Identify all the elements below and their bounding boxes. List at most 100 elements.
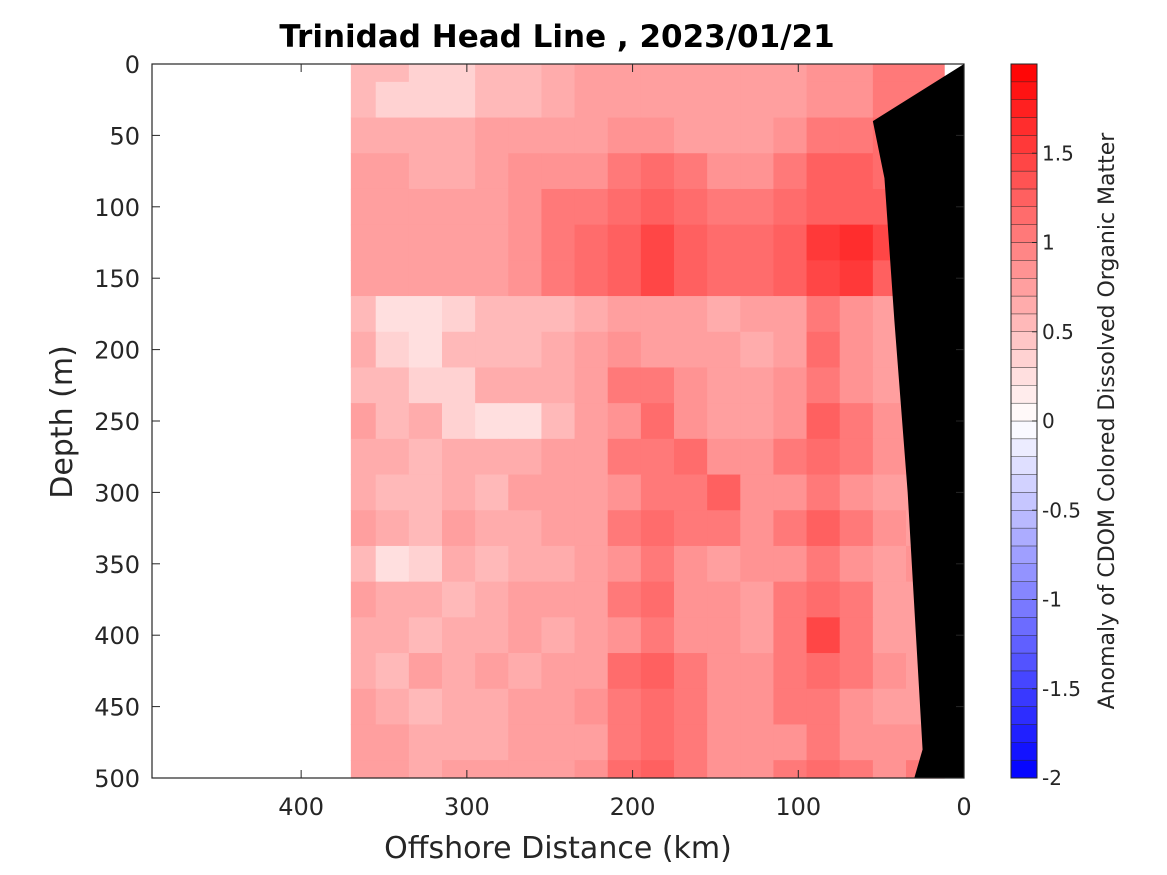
heatmap-cell xyxy=(773,545,808,583)
heatmap-cell xyxy=(674,153,708,190)
heatmap-cell xyxy=(350,81,377,119)
heatmap-cell xyxy=(707,296,741,333)
heatmap-cell xyxy=(607,296,642,333)
colorbar-level xyxy=(1010,474,1038,493)
heatmap-cell xyxy=(350,403,377,440)
heatmap-cell xyxy=(442,367,476,404)
heatmap-cell xyxy=(350,545,377,583)
y-axis-ticks: 0 50 100 150 200 250 300 350 400 450 500 xyxy=(94,51,964,793)
colorbar-level xyxy=(1010,206,1038,225)
colorbar-level xyxy=(1010,402,1038,422)
heatmap-cell xyxy=(475,81,509,119)
heatmap-cell xyxy=(350,64,377,83)
heatmap-cell xyxy=(773,760,808,779)
heatmap-cell xyxy=(607,688,642,726)
heatmap-cell xyxy=(640,117,675,154)
heatmap-cell xyxy=(574,296,609,333)
heatmap-cell xyxy=(607,724,642,761)
heatmap-cell xyxy=(508,688,543,726)
heatmap-cell xyxy=(408,153,443,190)
heatmap-cell xyxy=(574,403,609,440)
heatmap-cell xyxy=(408,724,443,761)
colorbar-level xyxy=(1010,563,1038,582)
heatmap-cell xyxy=(707,403,741,440)
heatmap-cell xyxy=(408,474,443,511)
heatmap-cell xyxy=(408,64,443,83)
heatmap-cell xyxy=(674,403,708,440)
y-tick-label: 400 xyxy=(94,622,140,650)
colorbar-level xyxy=(1010,367,1038,386)
heatmap-cell xyxy=(640,260,675,297)
heatmap-cell xyxy=(375,510,410,547)
heatmap-cell xyxy=(640,510,675,547)
heatmap-cell xyxy=(508,153,543,190)
colorbar-level xyxy=(1010,492,1038,511)
heatmap-cell xyxy=(707,545,741,583)
heatmap-cell xyxy=(773,224,808,261)
heatmap-cell xyxy=(806,438,841,476)
heatmap-cell xyxy=(574,188,609,226)
heatmap-cell xyxy=(375,545,410,583)
colorbar-level xyxy=(1010,688,1038,707)
heatmap-cell xyxy=(740,367,775,404)
heatmap-cell xyxy=(607,438,642,476)
heatmap-cell xyxy=(674,260,708,297)
heatmap-cell xyxy=(872,403,907,440)
heatmap-cell xyxy=(607,81,642,119)
heatmap-cell xyxy=(541,474,576,511)
colorbar-level xyxy=(1010,599,1038,618)
colorbar-level xyxy=(1010,295,1038,315)
heatmap-cell xyxy=(475,617,509,654)
heatmap-cell xyxy=(707,224,741,261)
heatmap-cell xyxy=(508,188,543,226)
heatmap-cell xyxy=(839,688,874,726)
heatmap-cell xyxy=(408,438,443,476)
heatmap-cell xyxy=(740,545,775,583)
y-tick-label: 450 xyxy=(94,694,140,722)
heatmap-cell xyxy=(640,760,675,779)
heatmap-cell xyxy=(442,617,476,654)
heatmap-cell xyxy=(607,367,642,404)
heatmap-cell xyxy=(773,296,808,333)
heatmap-cell xyxy=(839,510,874,547)
heatmap-cell xyxy=(740,64,775,83)
heatmap-cell xyxy=(408,581,443,618)
heatmap-cell xyxy=(607,653,642,690)
heatmap-cell xyxy=(350,296,377,333)
colorbar-level xyxy=(1010,438,1038,457)
heatmap-cell xyxy=(541,64,576,83)
colorbar-level xyxy=(1010,135,1038,154)
heatmap-cell xyxy=(475,188,509,226)
heatmap-cell xyxy=(350,724,377,761)
heatmap-cell xyxy=(773,188,808,226)
y-tick-label: 200 xyxy=(94,337,140,365)
colorbar-level xyxy=(1010,99,1038,118)
heatmap-cell xyxy=(508,617,543,654)
heatmap-cell xyxy=(375,617,410,654)
heatmap-cell xyxy=(350,331,377,369)
heatmap-cell xyxy=(475,545,509,583)
heatmap-cell xyxy=(574,617,609,654)
heatmap-cell xyxy=(508,510,543,547)
heatmap-cell xyxy=(408,224,443,261)
heatmap-cell xyxy=(375,224,410,261)
heatmap-cell xyxy=(773,403,808,440)
heatmap-cell xyxy=(640,81,675,119)
heatmap-cell xyxy=(773,510,808,547)
x-axis-label: Offshore Distance (km) xyxy=(384,831,732,866)
heatmap-cell xyxy=(707,81,741,119)
colorbar-label: Anomaly of CDOM Colored Dissolved Organi… xyxy=(1095,132,1120,710)
heatmap-cell xyxy=(475,367,509,404)
heatmap-cell xyxy=(773,117,808,154)
heatmap-cell xyxy=(442,581,476,618)
heatmap-cell xyxy=(508,296,543,333)
heatmap-cell xyxy=(773,64,808,83)
heatmap-cell xyxy=(541,224,576,261)
heatmap-cell xyxy=(773,331,808,369)
colorbar-level xyxy=(1010,759,1038,779)
heatmap-cell xyxy=(375,653,410,690)
heatmap-cell xyxy=(640,474,675,511)
heatmap-cell xyxy=(806,188,841,226)
heatmap-cell xyxy=(806,688,841,726)
bathymetry-shape xyxy=(872,64,964,778)
